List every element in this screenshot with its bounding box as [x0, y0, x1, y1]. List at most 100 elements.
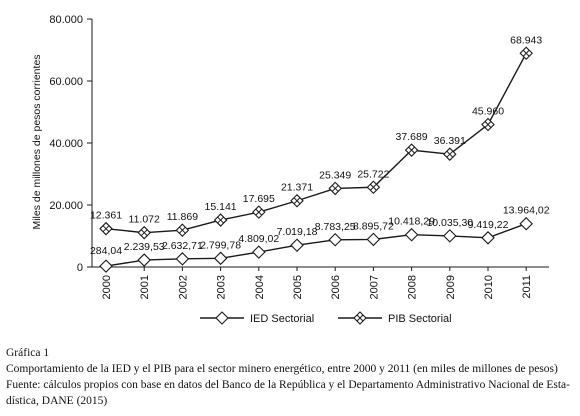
x-tick-label: 2004: [254, 275, 266, 299]
series-group: 284,04 2.239,532.632,712.799,784.809,027.…: [90, 34, 550, 273]
line-chart: Miles de millones de pesos corrientes 02…: [31, 14, 550, 325]
data-label: 2.239,53: [124, 241, 165, 253]
x-tick-label: 2011: [521, 275, 533, 299]
marker-cross: [331, 185, 339, 192]
data-point: [366, 232, 381, 247]
data-point: [252, 245, 266, 259]
series-line: [105, 52, 527, 234]
legend-label: IED Sectorial: [250, 313, 314, 325]
legend-item-ied-sectorial: IED Sectorial: [200, 311, 314, 325]
data-label: 15.141: [205, 201, 237, 213]
caption-source-line-1: Fuente: cálculos propios con base en dat…: [6, 379, 570, 391]
marker-outline: [175, 252, 190, 266]
data-label: 21.371: [281, 182, 313, 194]
data-label: 68.943: [510, 34, 542, 46]
marker-outline: [519, 216, 533, 231]
data-label: 12.361: [90, 210, 122, 222]
y-ticks: 0 20.000 40.000 60.000 80.000: [49, 14, 92, 274]
data-label: 17.695: [243, 193, 275, 205]
legend-marker: [215, 311, 229, 325]
series-pib-sectorial: 12.361 11.072 11.869 15.141 17.695 21.371 25.3…: [90, 34, 542, 240]
data-label: 4.809,02: [238, 233, 279, 245]
x-tick-label: 2005: [292, 275, 304, 299]
data-label: 11.869: [167, 211, 198, 223]
data-label: 11.072: [129, 214, 160, 226]
data-point: [99, 221, 113, 236]
data-point: [328, 181, 342, 196]
caption-source-line-2: dística, DANE (2015): [6, 395, 108, 407]
series-ied-sectorial: 284,04 2.239,532.632,712.799,784.809,027.…: [90, 205, 550, 273]
data-label: 45.960: [472, 106, 504, 118]
marker-cross: [446, 150, 454, 158]
y-tick-label: 0: [77, 262, 83, 274]
data-point: [366, 180, 381, 195]
marker-outline: [443, 229, 457, 243]
data-label: 9.419,22: [468, 219, 509, 231]
marker-outline: [215, 311, 229, 325]
data-label: 2.799,78: [200, 239, 241, 251]
legend-item-pib-sectorial: PIB Sectorial: [338, 311, 452, 325]
data-point: [99, 259, 113, 273]
data-point: [213, 251, 228, 266]
data-point: [404, 227, 419, 242]
x-tick-label: 2008: [407, 275, 419, 299]
marker-outline: [290, 238, 304, 253]
data-label: 36.391: [434, 135, 466, 147]
figure-caption: Gráfica 1 Comportamiento de la IED y el …: [6, 345, 574, 409]
marker-outline: [328, 232, 342, 247]
y-tick-label: 40.000: [49, 138, 83, 150]
marker-outline: [213, 251, 228, 266]
marker-outline: [137, 253, 151, 267]
marker-cross: [370, 183, 377, 191]
x-tick-label: 2009: [445, 275, 457, 299]
data-point: [328, 232, 342, 247]
data-point: [519, 216, 533, 231]
data-label: 37.689: [396, 131, 428, 143]
marker-cross: [179, 226, 186, 234]
data-label: 2.632,71: [162, 240, 203, 252]
data-point: [404, 143, 419, 157]
data-point: [252, 205, 266, 219]
x-tick-label: 2003: [216, 275, 228, 299]
caption-description: Comportamiento de la IED y el PIB para e…: [6, 363, 558, 375]
data-label: 25.722: [357, 168, 389, 180]
x-tick-label: 2007: [368, 275, 380, 299]
marker-outline: [99, 259, 113, 273]
marker-outline: [252, 245, 266, 259]
data-point: [137, 225, 151, 240]
legend-label: PIB Sectorial: [388, 313, 452, 325]
marker-cross: [522, 49, 530, 57]
data-label: 10.418,29: [388, 216, 435, 228]
y-tick-label: 80.000: [49, 14, 83, 26]
data-point: [481, 117, 495, 132]
data-label: 10.035,30: [426, 217, 473, 229]
marker-outline: [481, 231, 495, 245]
data-label: 8.783,25: [315, 221, 356, 233]
data-label: 8.895,72: [353, 220, 394, 232]
marker-cross: [408, 146, 415, 154]
marker-cross: [140, 229, 148, 237]
data-point: [290, 238, 304, 253]
data-label: 7.019,18: [277, 226, 318, 238]
data-point: [137, 253, 151, 267]
legend: IED Sectorial PIB Sectorial: [200, 311, 452, 325]
y-axis-label: Miles de millones de pesos corrientes: [31, 54, 43, 229]
data-label: 25.349: [319, 169, 351, 181]
marker-cross: [484, 121, 492, 128]
data-label: 13.964,02: [503, 205, 550, 217]
y-tick-label: 20.000: [49, 200, 83, 212]
y-tick-label: 60.000: [49, 76, 83, 88]
data-point: [175, 223, 190, 237]
data-point: [481, 231, 495, 245]
x-tick-label: 2010: [483, 275, 495, 299]
marker-cross: [293, 197, 301, 205]
data-point: [443, 147, 457, 161]
data-point: [519, 46, 533, 61]
x-tick-label: 2002: [177, 275, 189, 299]
caption-title: Gráfica 1: [6, 347, 50, 359]
marker-outline: [366, 232, 381, 247]
x-tick-label: 2001: [139, 275, 151, 299]
data-point: [290, 193, 304, 208]
data-point: [443, 229, 457, 243]
data-label: 284,04: [90, 245, 122, 257]
